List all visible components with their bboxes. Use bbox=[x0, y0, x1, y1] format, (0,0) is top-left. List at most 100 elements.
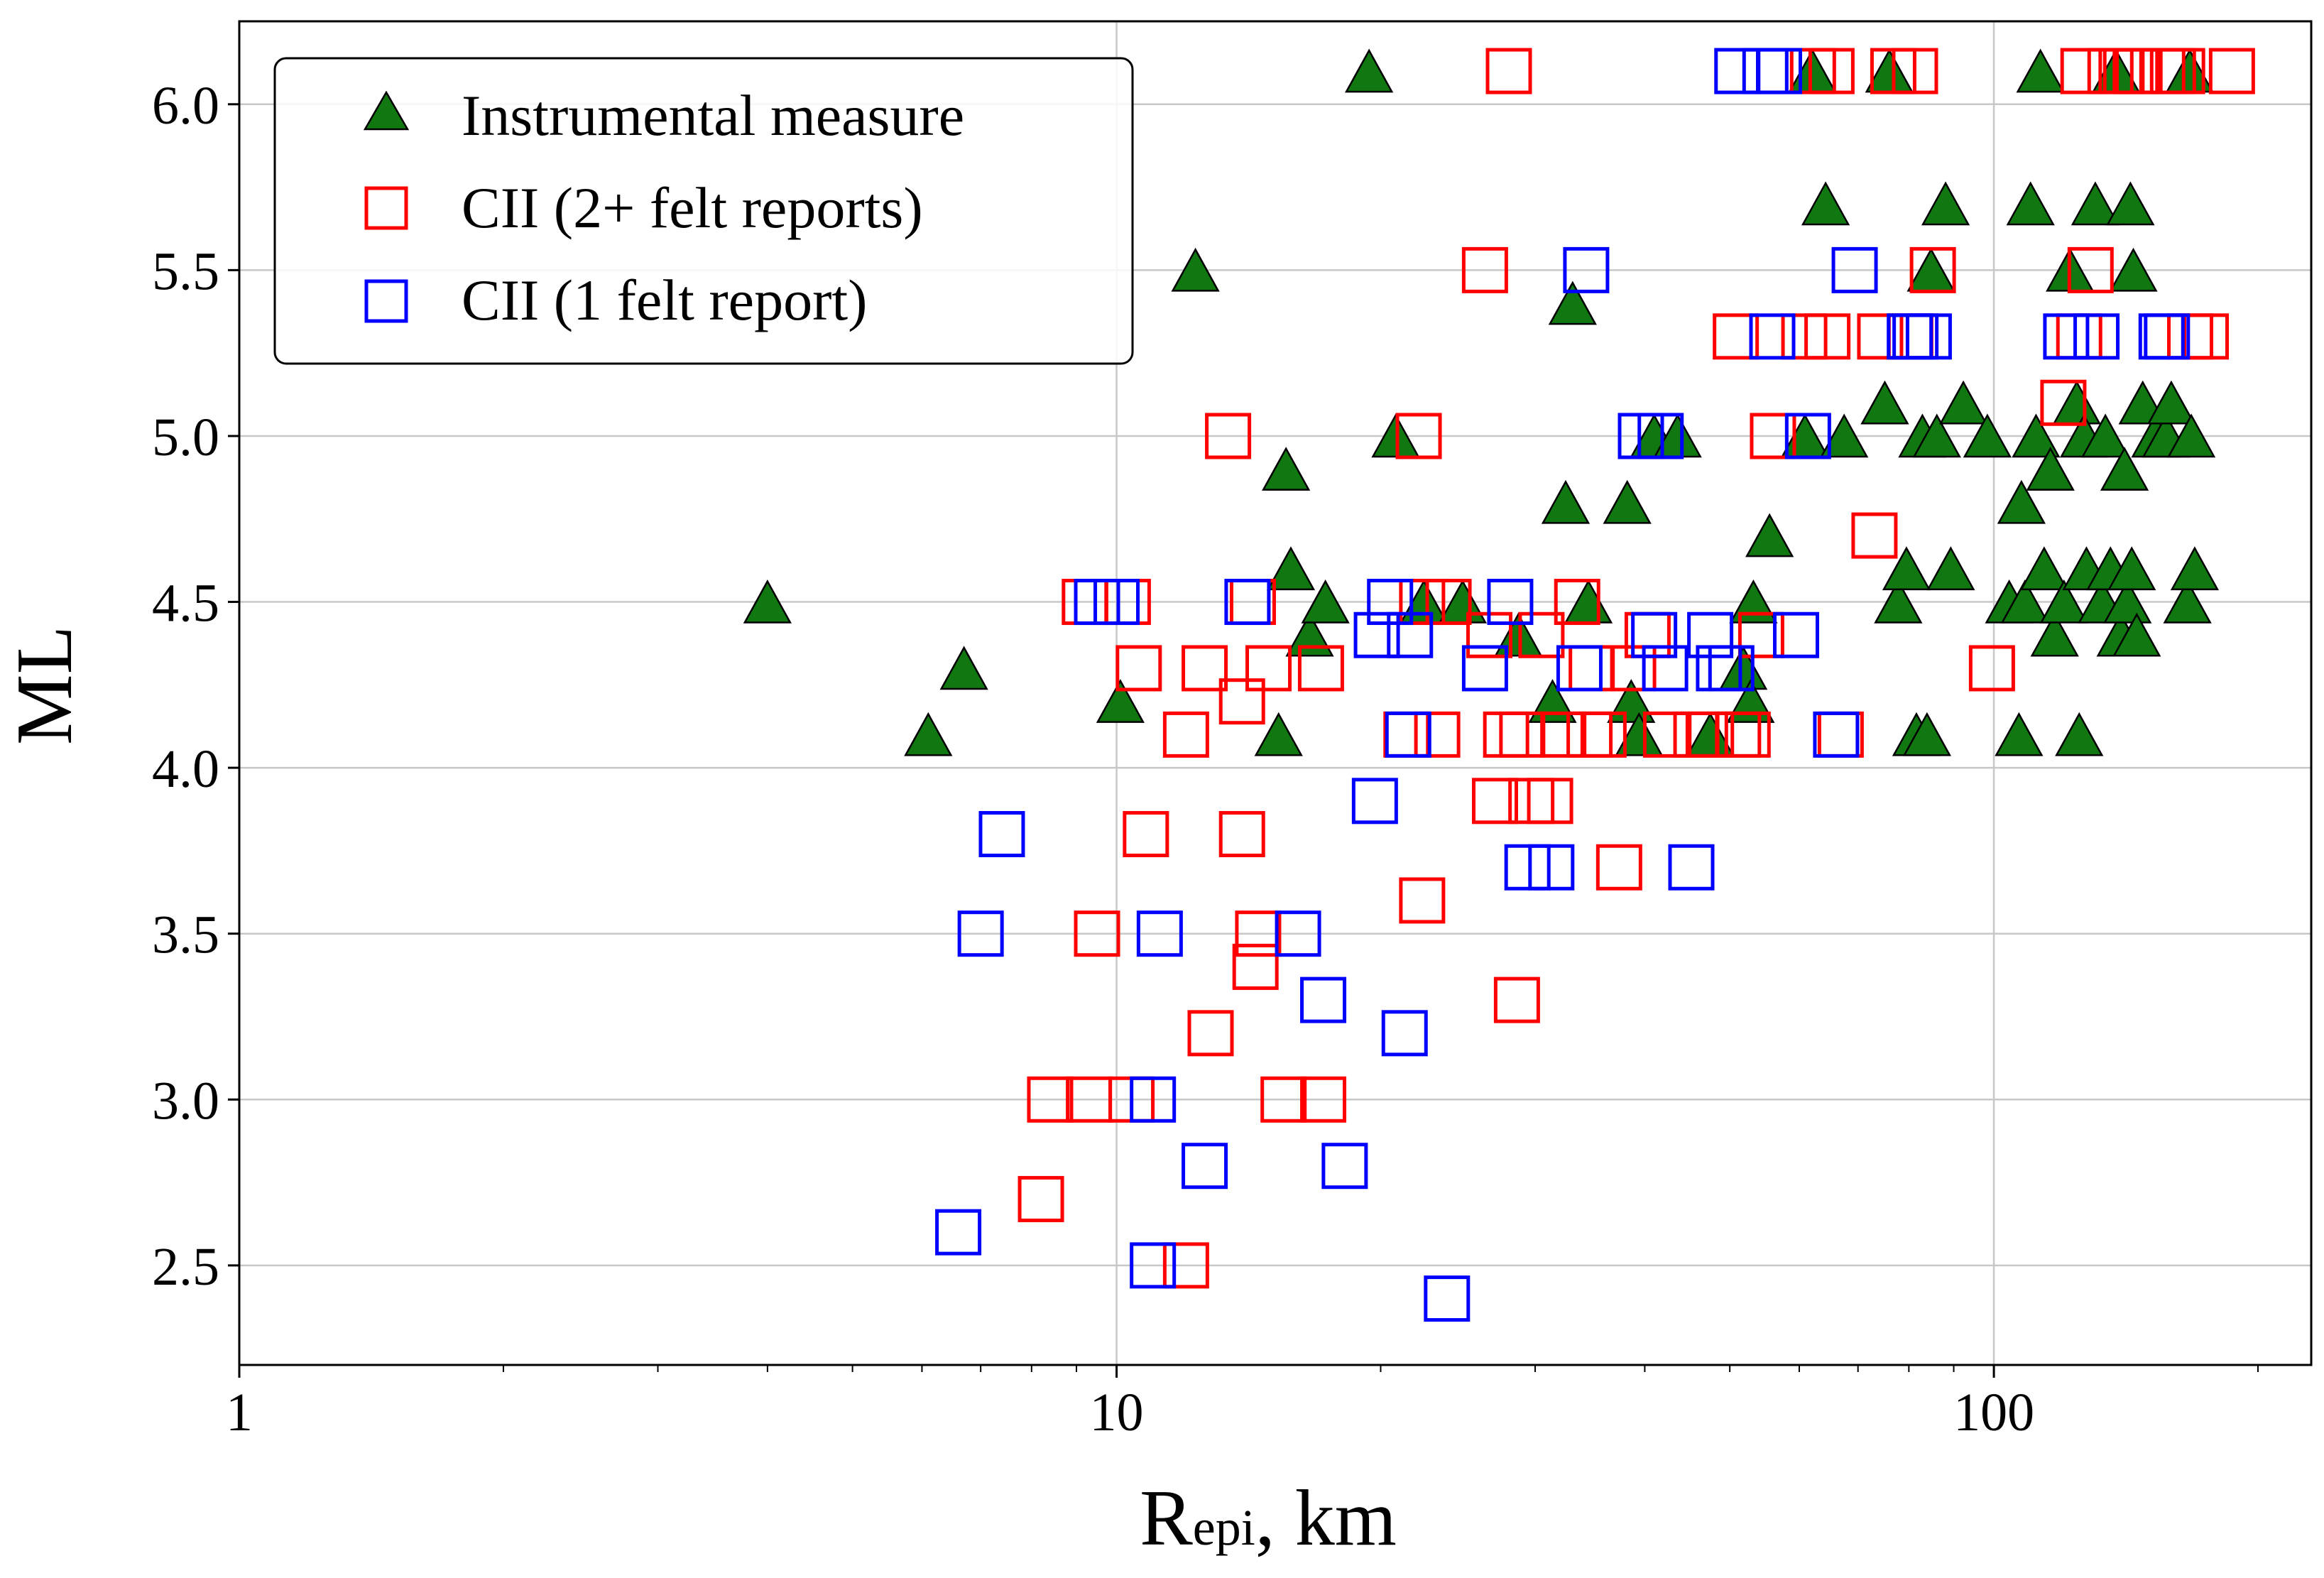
series-cii-1 bbox=[935, 48, 2191, 1322]
square-marker bbox=[1387, 611, 1434, 658]
square-marker bbox=[1504, 844, 1551, 891]
triangle-marker bbox=[2146, 380, 2196, 425]
y-tick-label: 5.0 bbox=[152, 408, 219, 467]
square-marker bbox=[1631, 611, 1678, 658]
square-marker bbox=[1074, 910, 1120, 957]
triangle-marker bbox=[2103, 579, 2152, 624]
triangle-marker bbox=[1912, 413, 1961, 458]
triangle-marker bbox=[1926, 546, 1975, 591]
square-marker bbox=[1130, 1242, 1177, 1289]
square-marker bbox=[1321, 1143, 1368, 1190]
square-marker bbox=[1750, 413, 1796, 459]
triangle-marker bbox=[2107, 546, 2156, 591]
triangle-marker bbox=[1262, 447, 1311, 491]
square-marker bbox=[1518, 611, 1565, 658]
square-marker bbox=[1563, 246, 1610, 293]
square-marker bbox=[1027, 1076, 1074, 1123]
triangle-marker bbox=[1548, 281, 1597, 325]
square-marker bbox=[1756, 48, 1803, 94]
square-marker bbox=[1813, 711, 1860, 758]
triangle-marker bbox=[2106, 181, 2155, 226]
square-marker bbox=[1425, 579, 1472, 626]
legend-box bbox=[273, 57, 1134, 365]
x-axis-title-unit: , km bbox=[1255, 1474, 1397, 1562]
square-marker bbox=[2208, 48, 2255, 94]
triangle-marker bbox=[1266, 546, 1316, 591]
square-marker bbox=[1554, 579, 1600, 626]
square-marker bbox=[1395, 413, 1442, 459]
square-marker bbox=[1182, 645, 1228, 692]
square-marker bbox=[1275, 910, 1321, 957]
triangle-marker bbox=[2000, 579, 2049, 624]
square-marker bbox=[1595, 844, 1642, 891]
square-marker bbox=[1162, 711, 1209, 758]
square-marker bbox=[1018, 1175, 1064, 1222]
y-tick-label: 3.5 bbox=[152, 905, 219, 965]
square-marker bbox=[1737, 611, 1784, 658]
square-marker bbox=[1224, 579, 1271, 626]
square-marker bbox=[1808, 48, 1855, 94]
triangle-marker bbox=[1603, 479, 1652, 524]
square-marker bbox=[1461, 645, 1508, 692]
square-marker bbox=[2043, 313, 2090, 360]
triangle-marker bbox=[2016, 48, 2065, 93]
square-marker bbox=[1708, 645, 1755, 692]
square-marker bbox=[1260, 1076, 1307, 1123]
y-tick-label: 6.0 bbox=[152, 76, 219, 136]
legend-marker-red-square bbox=[364, 186, 408, 230]
x-tick-label: 10 bbox=[1090, 1383, 1144, 1442]
triangle-marker bbox=[904, 712, 953, 756]
triangle-marker bbox=[2039, 579, 2088, 624]
square-marker bbox=[1784, 413, 1831, 459]
square-marker bbox=[1724, 711, 1771, 758]
square-marker bbox=[1205, 413, 1252, 459]
square-marker bbox=[1218, 811, 1265, 858]
square-marker bbox=[1115, 645, 1162, 692]
triangle-marker bbox=[1615, 712, 1664, 756]
square-marker bbox=[1461, 246, 1508, 293]
triangle-marker bbox=[1938, 380, 1988, 425]
square-marker bbox=[1637, 413, 1684, 459]
square-marker bbox=[1353, 611, 1400, 658]
legend-label-instrumental: Instrumental measure bbox=[462, 83, 964, 148]
triangle-marker bbox=[1171, 247, 1220, 292]
square-marker bbox=[1414, 711, 1461, 758]
triangle-marker bbox=[2109, 247, 2158, 292]
legend-label-cii-2plus: CII (2+ felt reports) bbox=[462, 175, 923, 240]
square-marker bbox=[1232, 943, 1279, 990]
square-marker bbox=[1857, 313, 1904, 360]
x-axis-title-subscript: epi bbox=[1193, 1499, 1255, 1556]
triangle-marker bbox=[1301, 579, 1350, 624]
square-marker bbox=[2040, 379, 2087, 426]
axis-ticks bbox=[228, 103, 2259, 1378]
triangle-marker bbox=[2100, 447, 2149, 491]
y-tick-label: 2.5 bbox=[152, 1237, 219, 1297]
legend-marker-triangle bbox=[363, 90, 410, 131]
square-marker bbox=[1162, 1242, 1209, 1289]
y-tick-labels: 2.5 3.0 3.5 4.0 4.5 5.0 5.5 6.0 bbox=[152, 76, 219, 1297]
triangle-marker bbox=[2030, 612, 2079, 657]
y-tick-label: 5.5 bbox=[152, 241, 219, 301]
square-marker bbox=[1851, 512, 1898, 559]
square-marker bbox=[1642, 711, 1689, 758]
square-marker bbox=[1527, 778, 1573, 825]
square-marker bbox=[1892, 48, 1938, 94]
x-axis-title: Repi, km bbox=[1140, 1474, 1397, 1562]
legend-marker-blue-square bbox=[364, 279, 408, 323]
triangle-marker bbox=[1745, 513, 1794, 557]
square-marker bbox=[1905, 313, 1952, 360]
triangle-marker bbox=[1096, 679, 1145, 723]
triangle-marker bbox=[2080, 413, 2130, 458]
triangle-marker bbox=[1345, 48, 1394, 93]
triangle-marker bbox=[1995, 712, 2044, 756]
square-marker bbox=[1381, 1010, 1428, 1057]
triangle-marker bbox=[1902, 712, 1951, 756]
square-marker bbox=[1772, 611, 1819, 658]
square-marker bbox=[1528, 844, 1575, 891]
triangle-marker bbox=[1820, 413, 1869, 458]
square-marker bbox=[1642, 645, 1689, 692]
square-marker bbox=[1351, 778, 1398, 825]
y-tick-label: 4.5 bbox=[152, 574, 219, 633]
square-marker bbox=[1688, 711, 1735, 758]
triangle-marker bbox=[1254, 712, 1303, 756]
